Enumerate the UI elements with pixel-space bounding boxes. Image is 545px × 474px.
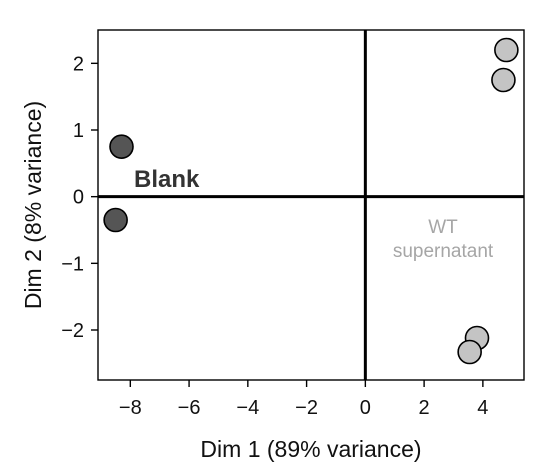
x-axis-ticks: −8 −6 −4 −2 0 2 4 [119,380,488,419]
zero-reference-lines [98,30,524,380]
y-axis-title: Dim 2 (8% variance) [20,101,46,309]
y-tick-label: −2 [61,320,84,342]
x-tick-label: 4 [477,397,488,419]
y-tick-label: 0 [73,187,84,209]
group-label: supernatant [393,241,494,262]
y-tick-label: 1 [73,120,84,142]
data-point [457,339,482,365]
plot-frame [97,29,525,381]
x-tick-label: 2 [419,397,430,419]
x-axis-title: Dim 1 (89% variance) [200,436,421,462]
data-point [491,67,516,93]
data-points [103,37,519,365]
data-point [109,134,134,159]
y-tick-label: −1 [61,253,84,275]
group-label: Blank [134,166,200,193]
x-tick-label: 0 [360,397,371,419]
data-point [494,37,519,63]
x-tick-label: −6 [178,397,201,419]
group-label: WT [428,217,458,238]
y-axis-ticks: −2 −1 0 1 2 [61,53,98,342]
x-tick-label: −4 [236,397,259,419]
x-tick-label: −8 [119,397,142,419]
data-point [103,207,128,233]
y-tick-label: 2 [73,53,84,75]
group-annotations: Blank WT supernatant [134,166,494,262]
x-tick-label: −2 [295,397,318,419]
